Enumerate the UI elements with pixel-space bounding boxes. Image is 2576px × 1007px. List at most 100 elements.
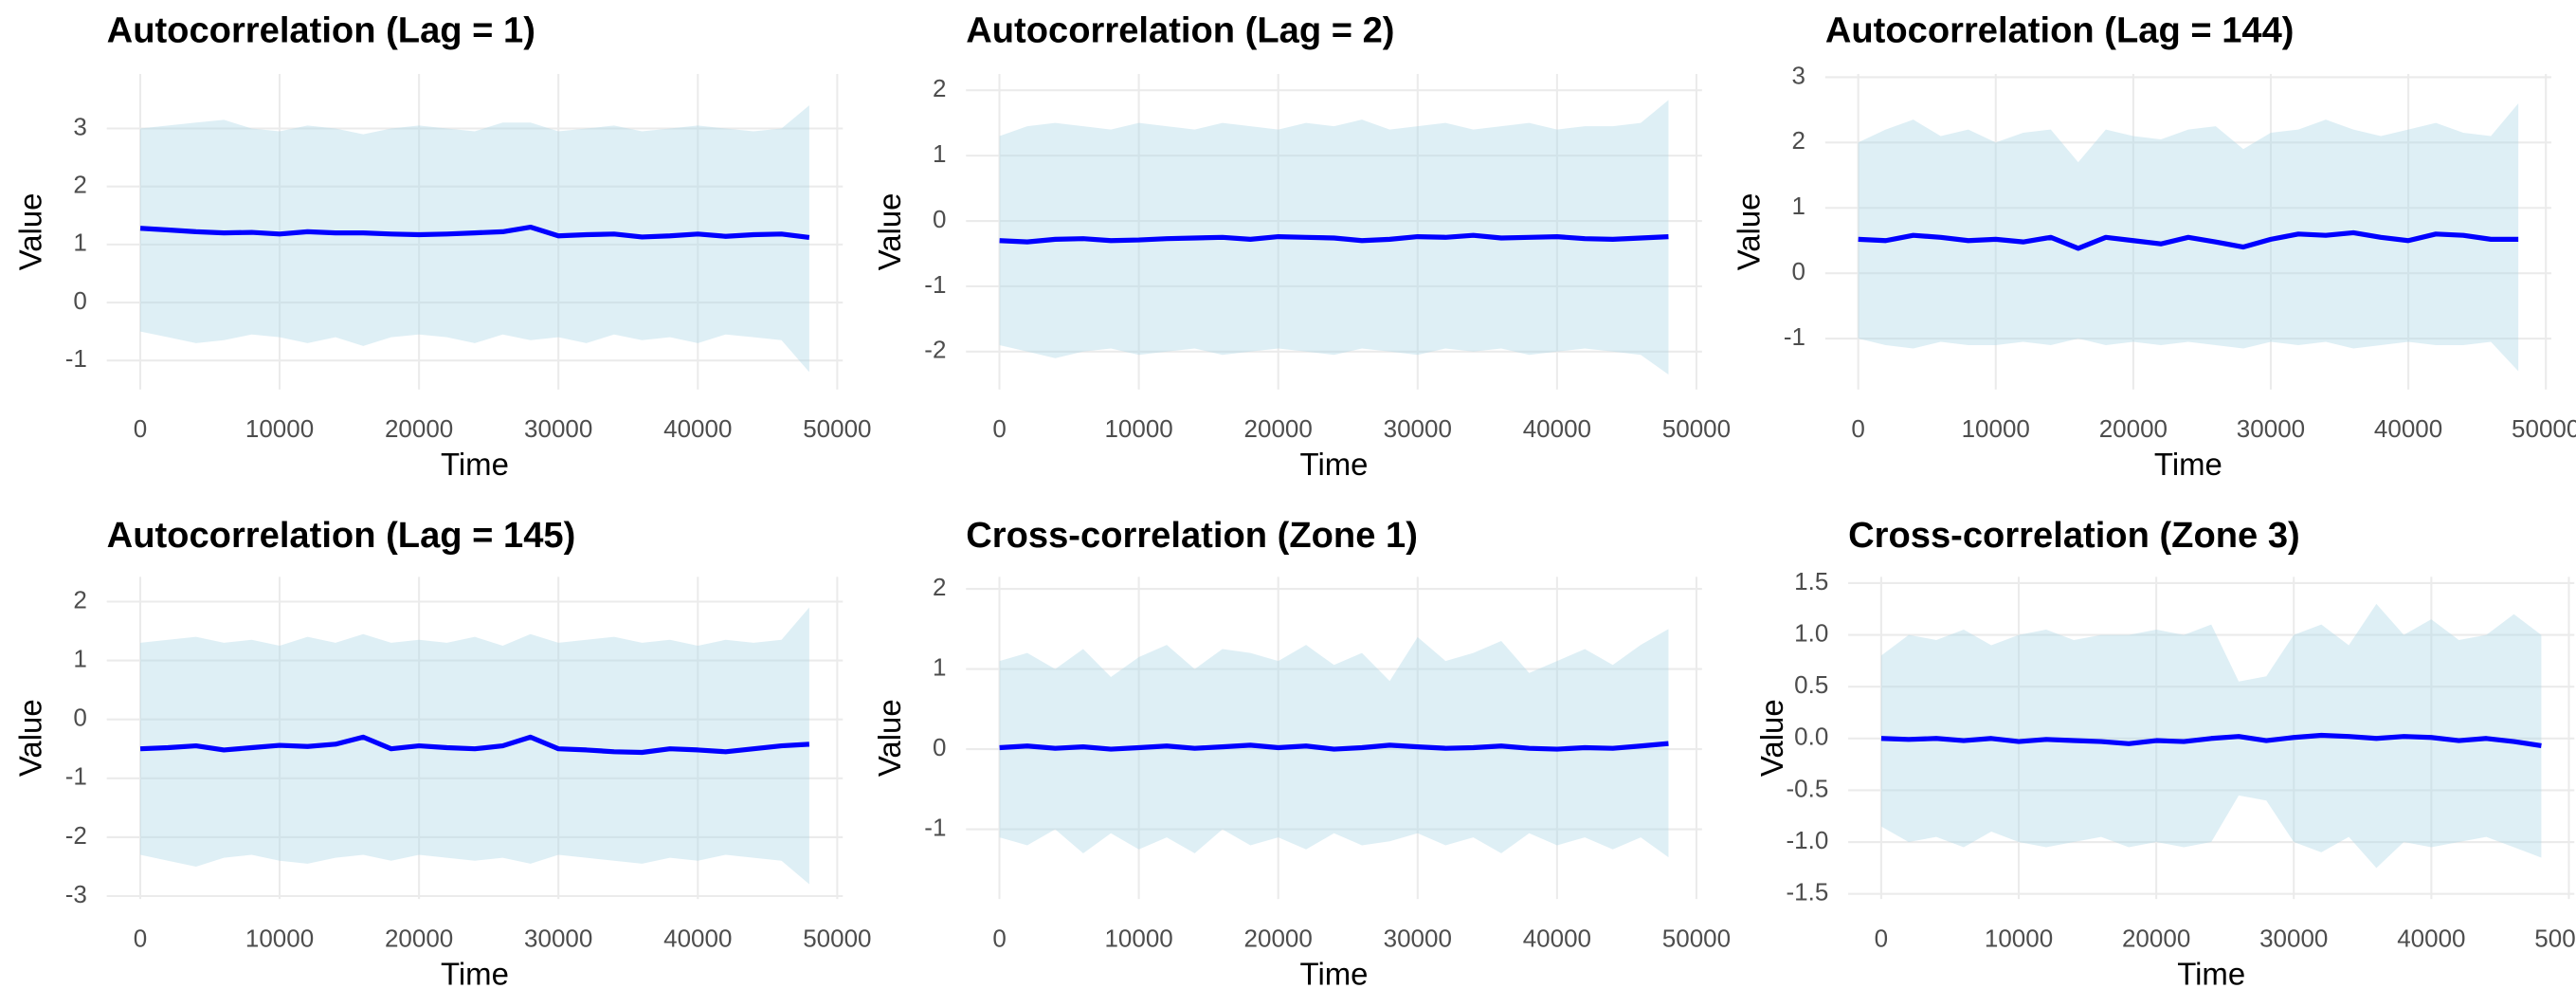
panel-title: Cross-correlation (Zone 3) (1848, 515, 2300, 556)
x-tick-label: 0 (134, 414, 147, 443)
x-axis-title: Time (441, 447, 509, 482)
x-tick-label: 50000 (803, 924, 871, 952)
panel: Autocorrelation (Lag = 144) -1 0 1 2 3 0 10000 2… (1732, 10, 2576, 482)
x-tick-label: 30000 (1384, 924, 1452, 952)
y-tick-label: 0 (73, 286, 86, 315)
y-tick-label: 1 (933, 139, 946, 168)
y-tick-label: -0.5 (1786, 774, 1828, 802)
x-tick-label: 40000 (663, 924, 732, 952)
x-tick-label: 10000 (1104, 414, 1172, 443)
y-tick-label: -2 (924, 336, 946, 364)
y-tick-label: -1 (65, 344, 87, 373)
x-tick-label: 0 (992, 414, 1006, 443)
x-axis-title: Time (1300, 956, 1369, 991)
y-tick-label: -1 (924, 270, 946, 299)
y-tick-label: 1 (73, 644, 86, 672)
y-tick-label: 1.5 (1794, 567, 1828, 595)
x-tick-label: 30000 (524, 414, 592, 443)
x-tick-label: 20000 (1244, 924, 1313, 952)
x-tick-label: 0 (134, 924, 147, 952)
mean-line (999, 232, 1669, 245)
y-tick-label: 2 (1792, 126, 1805, 155)
y-tick-label: 0 (933, 733, 946, 761)
y-tick-label: 0 (933, 205, 946, 233)
x-tick-label: 10000 (245, 414, 314, 443)
x-tick-label: 40000 (2374, 414, 2442, 443)
x-axis-title: Time (441, 956, 509, 991)
panel: Autocorrelation (Lag = 2) -2 -1 0 1 2 0 10000 20… (872, 10, 1731, 482)
x-tick-label: 40000 (1523, 924, 1591, 952)
x-tick-label: 40000 (663, 414, 732, 443)
x-tick-label: 30000 (524, 924, 592, 952)
y-axis-title: Value (12, 699, 47, 777)
panel-title: Autocorrelation (Lag = 144) (1825, 10, 2295, 51)
mean-line (139, 734, 810, 756)
y-tick-label: -1 (924, 813, 946, 841)
y-tick-label: 0 (1792, 257, 1805, 285)
x-tick-label: 20000 (1244, 414, 1313, 443)
x-tick-label: 10000 (1985, 924, 2053, 952)
y-tick-label: 1 (1792, 192, 1805, 220)
x-tick-label: 50000 (803, 414, 871, 443)
x-tick-label: 30000 (2237, 414, 2305, 443)
x-tick-label: 50000 (2534, 924, 2576, 952)
x-tick-label: 50000 (1662, 924, 1731, 952)
panel-title: Autocorrelation (Lag = 1) (107, 10, 535, 51)
x-tick-label: 40000 (2397, 924, 2465, 952)
panel-title: Autocorrelation (Lag = 145) (107, 515, 576, 556)
x-tick-label: 50000 (2512, 414, 2576, 443)
y-tick-label: 1.0 (1794, 618, 1828, 647)
y-tick-label: -3 (65, 880, 87, 908)
confidence-band (140, 607, 809, 885)
x-axis-title: Time (1300, 447, 1369, 482)
y-axis-title: Value (872, 193, 907, 271)
x-tick-label: 20000 (2122, 924, 2190, 952)
x-tick-label: 20000 (385, 924, 453, 952)
y-tick-label: -1.0 (1786, 826, 1828, 854)
y-tick-label: 1 (73, 229, 86, 257)
x-tick-label: 0 (1875, 924, 1888, 952)
y-tick-label: -1.5 (1786, 878, 1828, 906)
x-tick-label: 30000 (2259, 924, 2328, 952)
panel: Autocorrelation (Lag = 1) -1 0 1 2 3 0 10000 200… (12, 10, 871, 482)
x-tick-label: 20000 (2099, 414, 2168, 443)
x-tick-label: 10000 (1962, 414, 2030, 443)
y-tick-label: 2 (933, 74, 946, 102)
y-axis-title: Value (12, 193, 47, 271)
y-tick-label: 1 (933, 652, 946, 681)
x-tick-label: 20000 (385, 414, 453, 443)
panel-title: Cross-correlation (Zone 1) (966, 515, 1418, 556)
x-tick-label: 0 (1851, 414, 1864, 443)
y-tick-label: 0 (73, 704, 86, 732)
y-tick-label: 3 (73, 112, 86, 140)
x-tick-label: 10000 (245, 924, 314, 952)
panel-title: Autocorrelation (Lag = 2) (966, 10, 1394, 51)
panel: Cross-correlation (Zone 3) -1.5 -1.0 -0.5 0.… (1754, 515, 2576, 991)
x-tick-label: 40000 (1523, 414, 1591, 443)
x-tick-label: 50000 (1662, 414, 1731, 443)
x-tick-label: 0 (992, 924, 1006, 952)
y-axis-title: Value (872, 699, 907, 777)
y-axis-title: Value (1732, 193, 1767, 271)
mean-line (1880, 732, 2542, 748)
y-tick-label: -1 (65, 762, 87, 791)
confidence-band (999, 629, 1669, 858)
x-tick-label: 10000 (1104, 924, 1172, 952)
x-tick-label: 30000 (1384, 414, 1452, 443)
y-tick-label: 2 (933, 573, 946, 601)
panel: Cross-correlation (Zone 1) -1 0 1 2 0 10000 200… (872, 515, 1731, 991)
y-tick-label: 2 (73, 585, 86, 613)
mean-line (999, 741, 1669, 752)
y-axis-title: Value (1754, 699, 1789, 777)
mean-line (139, 224, 810, 241)
y-tick-label: -1 (1784, 322, 1805, 351)
confidence-band (140, 105, 809, 373)
confidence-band (1880, 603, 2542, 869)
x-axis-title: Time (2177, 956, 2245, 991)
y-tick-label: 3 (1792, 61, 1805, 89)
panel: Autocorrelation (Lag = 145) -3 -2 -1 0 1 2 0 100… (12, 515, 871, 991)
x-axis-title: Time (2154, 447, 2222, 482)
y-tick-label: -2 (65, 821, 87, 850)
